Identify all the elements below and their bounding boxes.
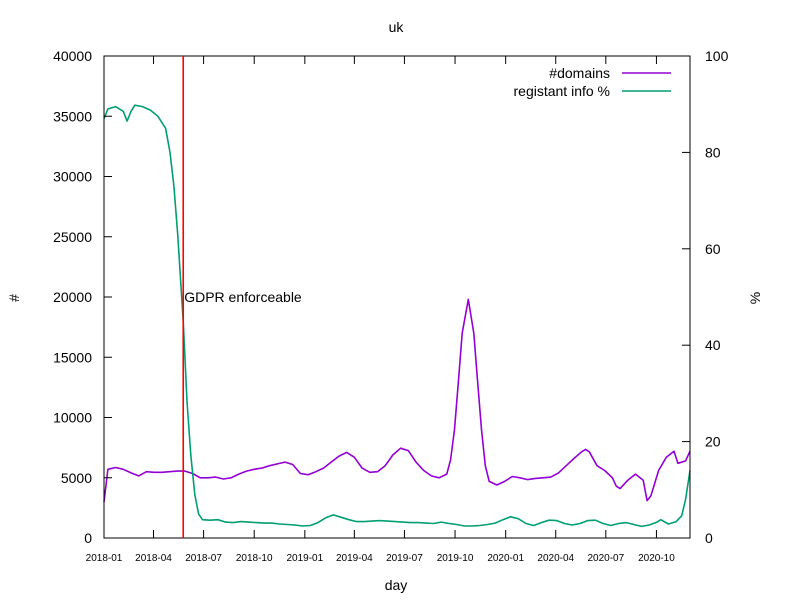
legend: #domains registant info %: [514, 65, 671, 99]
x-tick-label: 2018-04: [135, 553, 172, 564]
right-axis: 0 20 40 60 80 100: [682, 48, 729, 546]
y-tick-label: 35000: [53, 108, 92, 124]
x-tick-label: 2019-07: [386, 553, 423, 564]
y-axis-label: #: [6, 294, 22, 302]
x-tick-label: 2018-07: [185, 553, 222, 564]
x-tick-label: 2019-01: [286, 553, 323, 564]
x-axis-label: day: [385, 577, 408, 593]
y2-tick-label: 80: [705, 144, 721, 160]
plot-marks: [103, 104, 691, 528]
y-tick-label: 30000: [53, 169, 92, 185]
series-line-registant-info: [103, 104, 691, 528]
x-tick-label: 2020-10: [638, 553, 675, 564]
legend-label-registant-info: registant info %: [514, 83, 611, 99]
y-tick-label: 0: [84, 530, 92, 546]
y-tick-label: 5000: [61, 470, 92, 486]
chart-title: uk: [389, 19, 405, 35]
y2-tick-label: 20: [705, 434, 721, 450]
y2-tick-label: 40: [705, 337, 721, 353]
y-tick-label: 10000: [53, 410, 92, 426]
x-tick-label: 2019-10: [437, 553, 474, 564]
legend-label-domains: #domains: [549, 65, 610, 81]
y-tick-label: 25000: [53, 229, 92, 245]
x-tick-label: 2019-04: [336, 553, 373, 564]
y-tick-label: 20000: [53, 289, 92, 305]
y-tick-label: 40000: [53, 48, 92, 64]
y2-axis-label: %: [747, 292, 763, 304]
x-tick-label: 2020-01: [487, 553, 524, 564]
gdpr-annotation: GDPR enforceable: [184, 289, 302, 305]
x-tick-label: 2020-04: [537, 553, 574, 564]
left-axis: 0 5000 10000 15000 20000 25000 30000 35000 40000: [53, 48, 112, 546]
x-axis: 2018-01 2018-04 2018-07 2018-10 2019-01 2019-…: [86, 56, 675, 564]
y2-tick-label: 0: [705, 530, 713, 546]
x-tick-label: 2018-01: [86, 553, 123, 564]
series-line-domains: [103, 298, 691, 502]
x-tick-label: 2020-07: [587, 553, 624, 564]
y2-tick-label: 100: [705, 48, 729, 64]
x-tick-label: 2018-10: [236, 553, 273, 564]
y-tick-label: 15000: [53, 349, 92, 365]
y2-tick-label: 60: [705, 241, 721, 257]
